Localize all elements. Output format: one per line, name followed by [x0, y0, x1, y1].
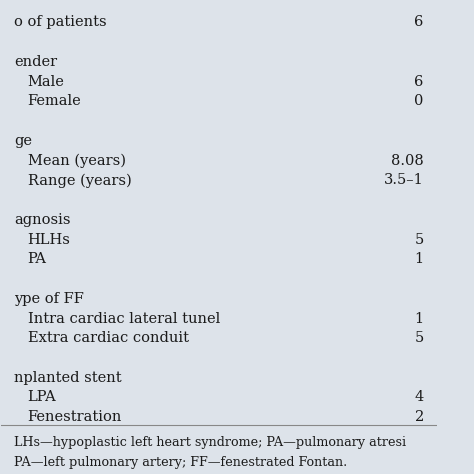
Text: 0: 0 [414, 94, 424, 109]
Text: 6: 6 [414, 75, 424, 89]
Text: 4: 4 [414, 391, 424, 404]
Text: Fenestration: Fenestration [27, 410, 122, 424]
Text: Male: Male [27, 75, 64, 89]
Text: LPA: LPA [27, 391, 56, 404]
Text: 2: 2 [414, 410, 424, 424]
Text: PA: PA [27, 252, 46, 266]
Text: 5: 5 [414, 233, 424, 246]
Text: Mean (years): Mean (years) [27, 154, 126, 168]
Text: HLHs: HLHs [27, 233, 71, 246]
Text: LHs—hypoplastic left heart syndrome; PA—pulmonary atresi: LHs—hypoplastic left heart syndrome; PA—… [14, 436, 407, 448]
Text: ge: ge [14, 134, 32, 148]
Text: 1: 1 [415, 252, 424, 266]
Text: 6: 6 [414, 16, 424, 29]
Text: o of patients: o of patients [14, 16, 107, 29]
Text: 8.08: 8.08 [391, 154, 424, 168]
Text: Female: Female [27, 94, 81, 109]
Text: nplanted stent: nplanted stent [14, 371, 122, 385]
Text: 3.5–1: 3.5–1 [384, 173, 424, 187]
Text: Range (years): Range (years) [27, 173, 131, 188]
Text: PA—left pulmonary artery; FF—fenestrated Fontan.: PA—left pulmonary artery; FF—fenestrated… [14, 456, 348, 469]
Text: agnosis: agnosis [14, 213, 71, 227]
Text: Extra cardiac conduit: Extra cardiac conduit [27, 331, 189, 345]
Text: Intra cardiac lateral tunel: Intra cardiac lateral tunel [27, 311, 220, 326]
Text: ype of FF: ype of FF [14, 292, 84, 306]
Text: 5: 5 [414, 331, 424, 345]
Text: 1: 1 [415, 311, 424, 326]
Text: ender: ender [14, 55, 57, 69]
